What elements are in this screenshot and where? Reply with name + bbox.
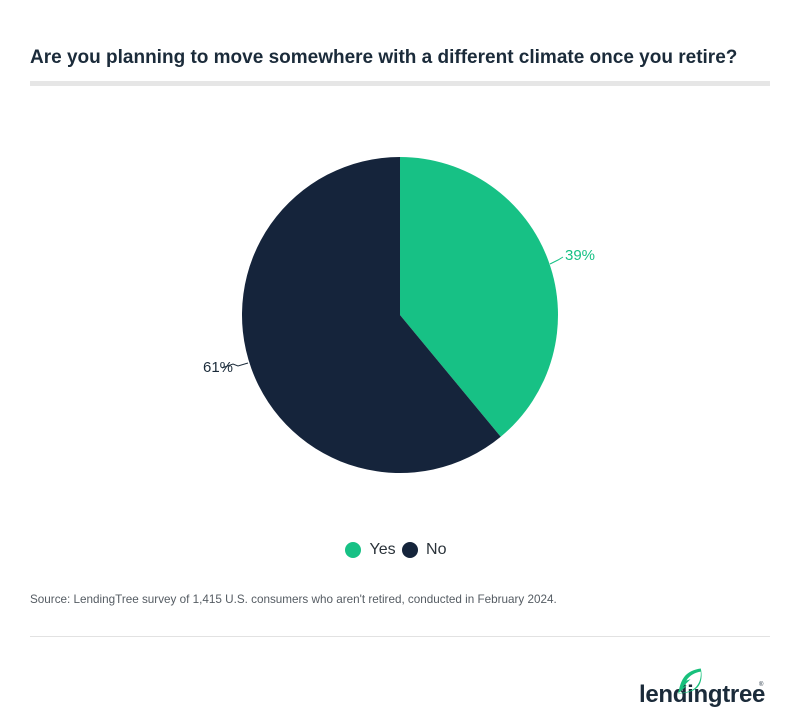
- svg-text:lendingtree: lendingtree: [639, 681, 765, 708]
- svg-text:61%: 61%: [203, 359, 233, 376]
- svg-text:39%: 39%: [565, 247, 595, 264]
- svg-text:®: ®: [759, 681, 764, 688]
